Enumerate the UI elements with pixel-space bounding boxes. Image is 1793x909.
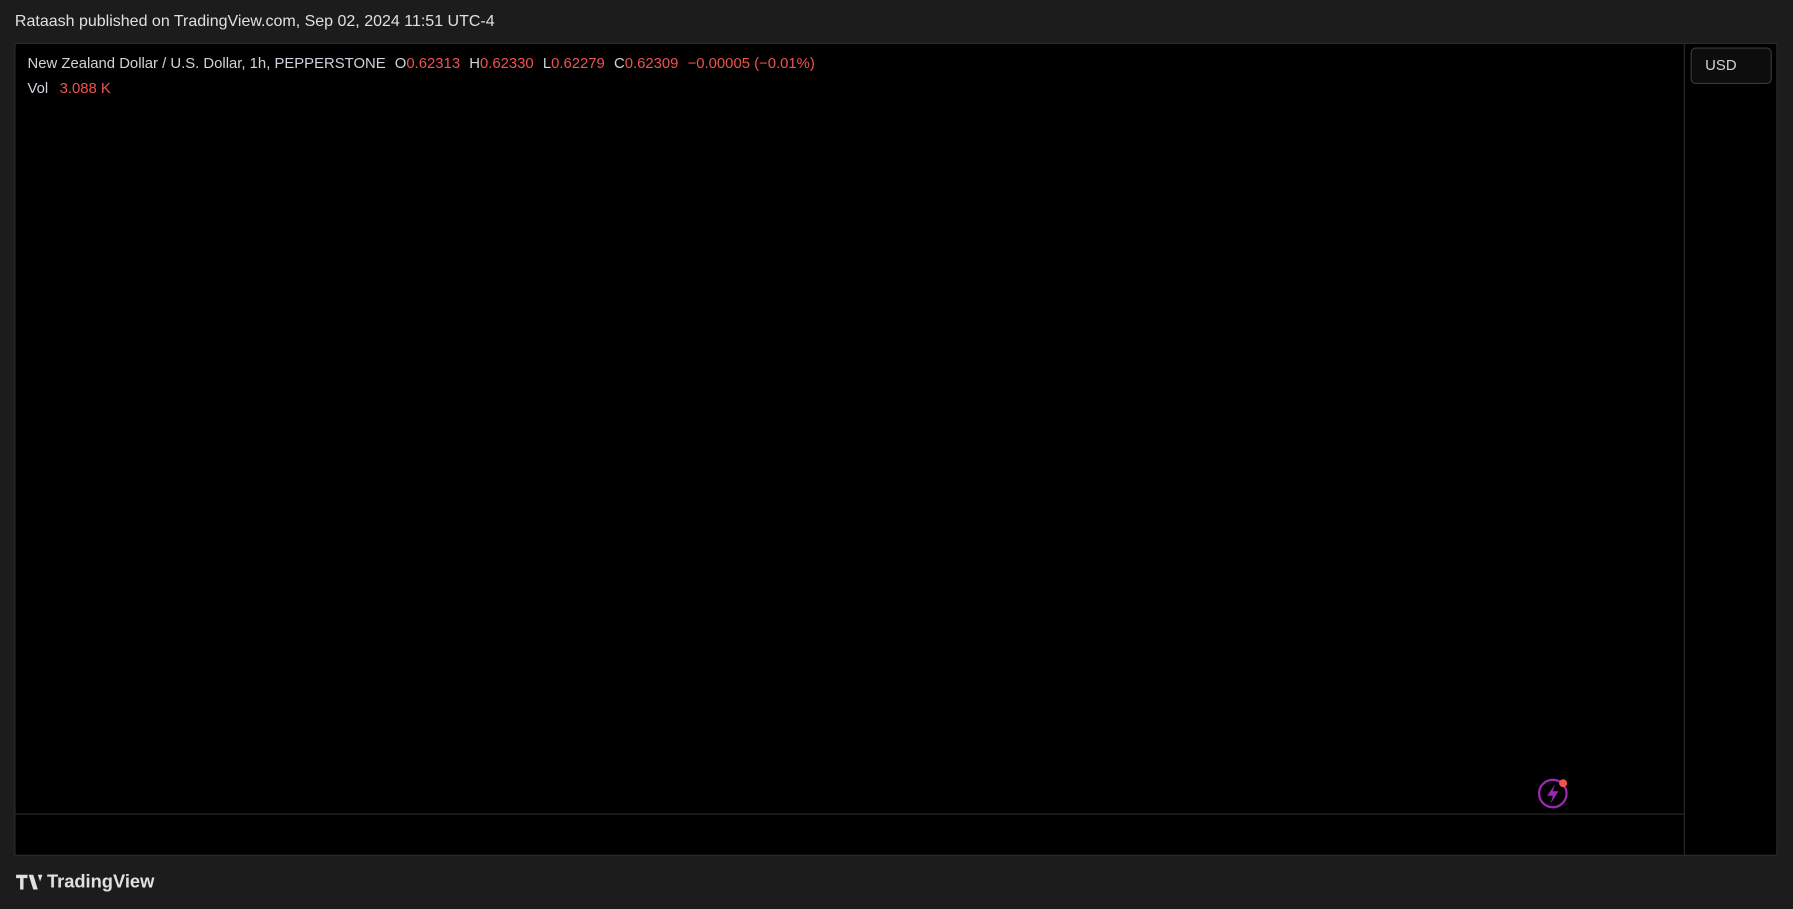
volume-legend: Vol 3.088 K (28, 81, 111, 97)
alert-dot (1559, 779, 1568, 788)
c-key: C (614, 56, 625, 72)
vol-key: Vol (28, 81, 49, 97)
alert-icon[interactable] (1537, 778, 1568, 809)
logo-mark (16, 874, 43, 890)
publish-info: Rataash published on TradingView.com, Se… (15, 13, 495, 30)
bolt (1547, 784, 1559, 804)
logo-text: TradingView (47, 871, 155, 892)
vol-value: 3.088 K (60, 81, 111, 97)
h-key: H (469, 56, 480, 72)
l-key: L (543, 56, 551, 72)
change: −0.00005 (−0.01%) (688, 56, 815, 72)
currency-label[interactable]: USD (1705, 58, 1737, 74)
chart-panel (14, 42, 1778, 856)
legend-line: New Zealand Dollar / U.S. Dollar, 1h, PE… (28, 56, 815, 72)
h-value: 0.62330 (480, 56, 534, 72)
symbol: New Zealand Dollar / U.S. Dollar, 1h, PE… (28, 56, 386, 72)
o-key: O (395, 56, 407, 72)
l-value: 0.62279 (551, 56, 605, 72)
currency-button[interactable] (1690, 47, 1772, 85)
o-value: 0.62313 (406, 56, 460, 72)
c-value: 0.62309 (625, 56, 679, 72)
